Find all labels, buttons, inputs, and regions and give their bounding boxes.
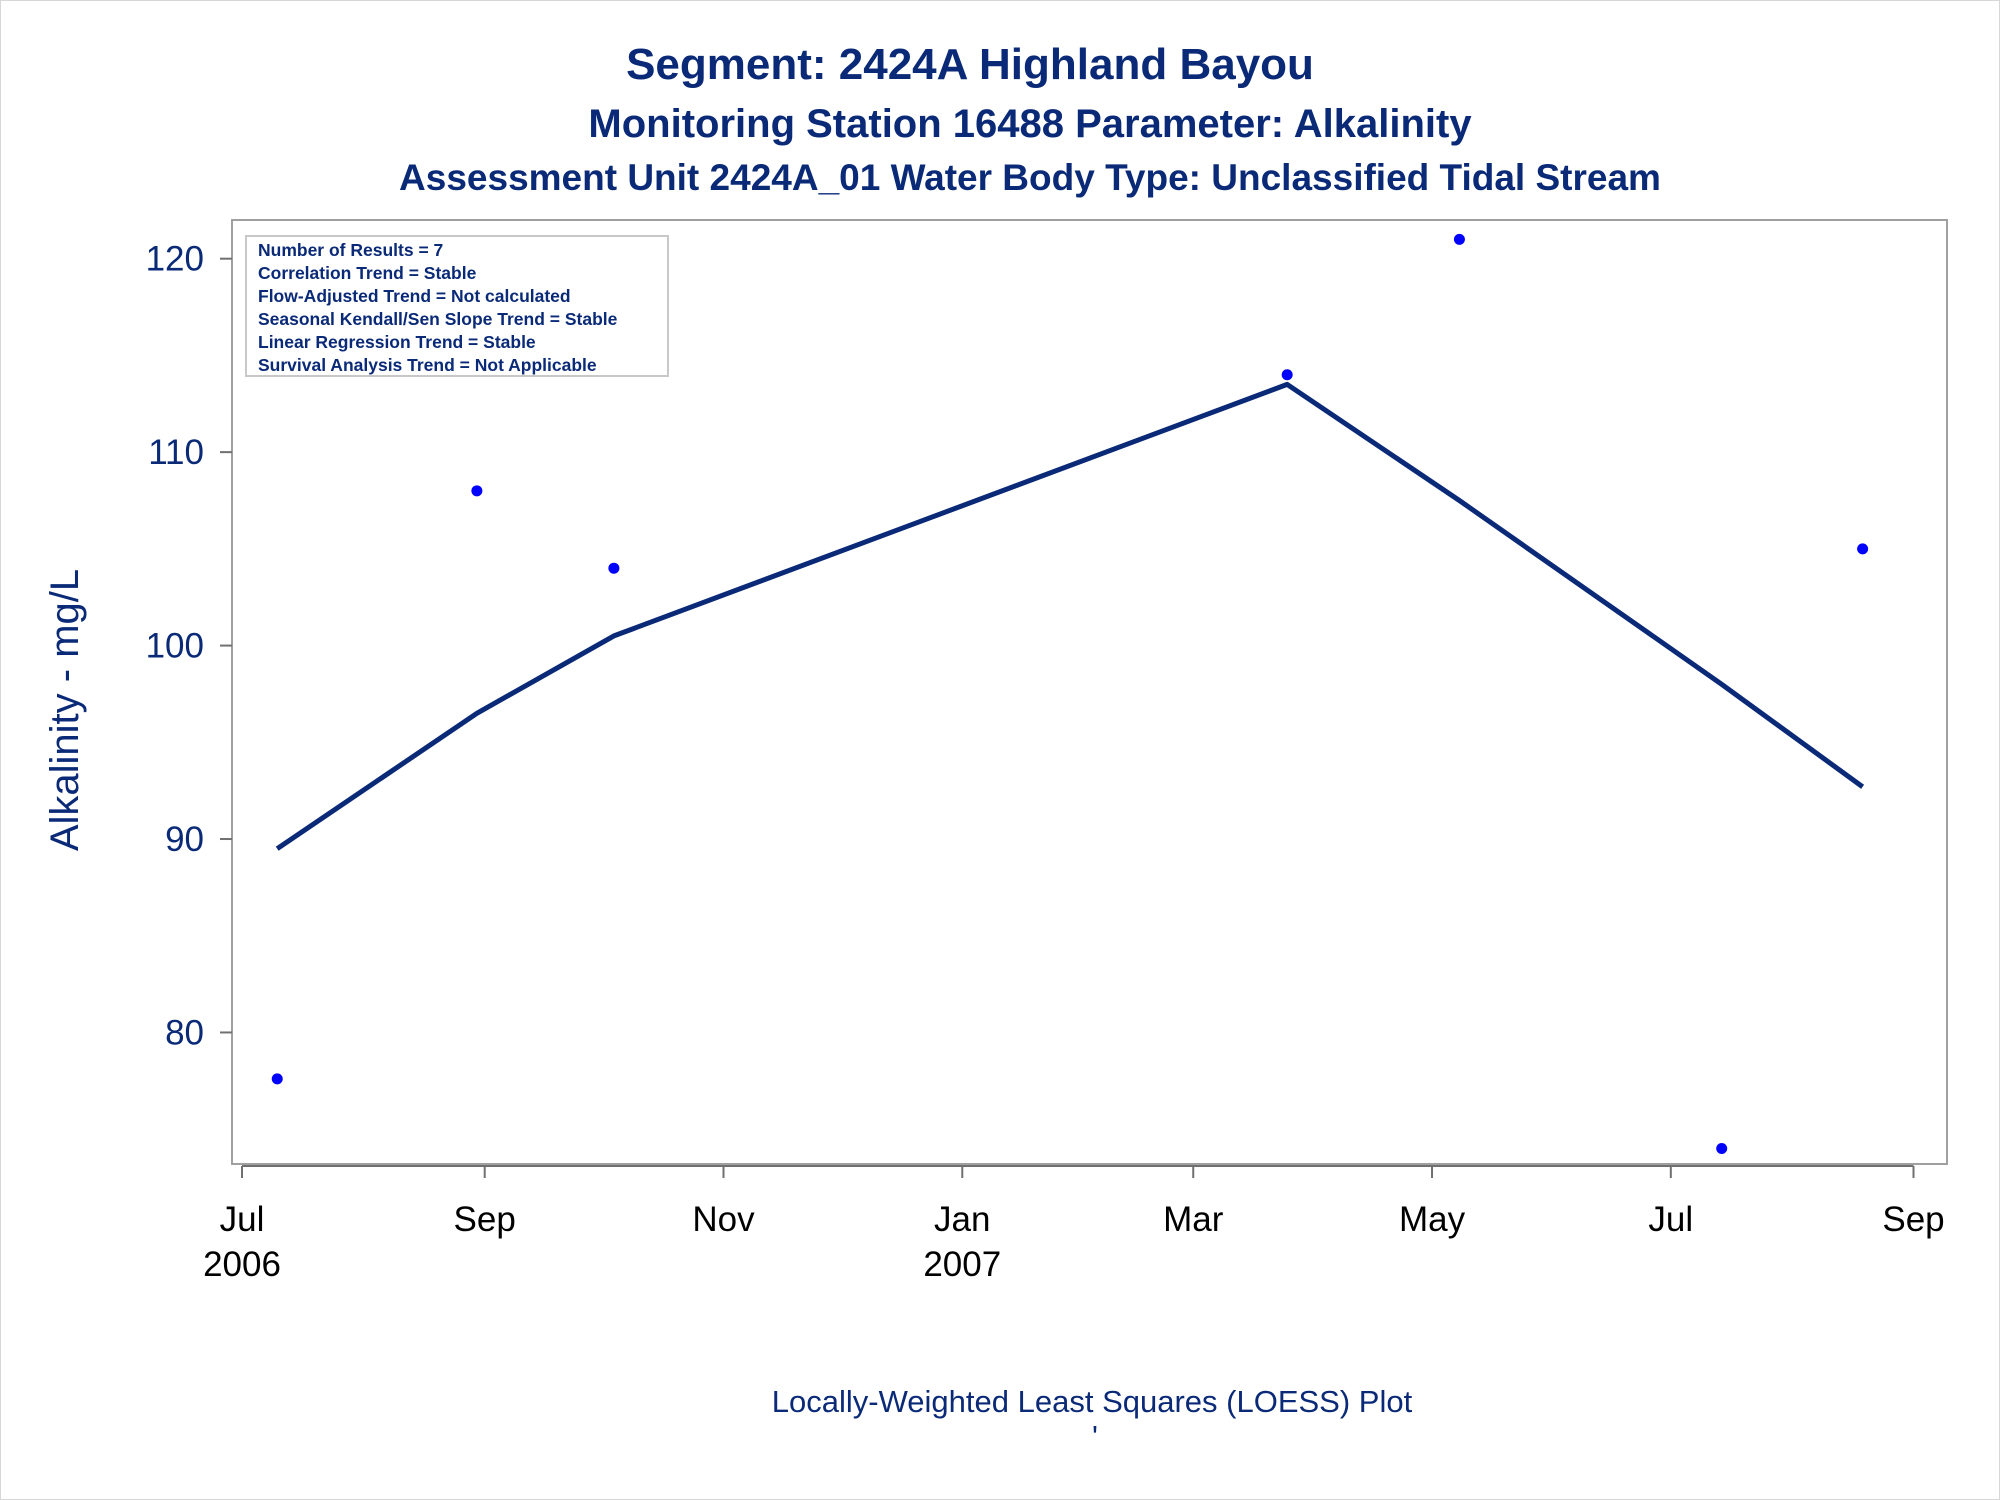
y-axis-label: Alkalinity - mg/L bbox=[43, 569, 87, 851]
x-tick-year-label: 2007 bbox=[923, 1245, 1001, 1284]
y-tick-label: 100 bbox=[146, 627, 204, 666]
y-tick-label: 110 bbox=[148, 433, 204, 472]
chart-title: Segment: 2424A Highland Bayou bbox=[626, 40, 1314, 89]
x-axis: Jul 2006 Sep Nov Jan 2007 Mar May Jul Sep bbox=[203, 1165, 1945, 1284]
chart-subtitle-2: Assessment Unit 2424A_01 Water Body Type… bbox=[399, 157, 1661, 198]
loess-line bbox=[275, 381, 1865, 851]
data-point bbox=[471, 485, 483, 497]
plot-area bbox=[231, 219, 1948, 1165]
x-tick-label: May bbox=[1399, 1200, 1466, 1239]
stats-line: Flow-Adjusted Trend = Not calculated bbox=[258, 286, 571, 306]
stats-box: Number of Results = 7 Correlation Trend … bbox=[245, 235, 669, 377]
y-tick-label: 80 bbox=[165, 1013, 204, 1052]
data-point bbox=[1857, 543, 1869, 555]
footnote-mark: ' bbox=[1092, 1419, 1098, 1454]
x-tick-label: Mar bbox=[1163, 1200, 1224, 1239]
data-point bbox=[1281, 369, 1293, 381]
x-tick-label: Sep bbox=[1882, 1200, 1944, 1239]
stats-line: Survival Analysis Trend = Not Applicable bbox=[258, 355, 597, 375]
y-tick-label: 120 bbox=[146, 240, 204, 279]
y-axis: 80 90 100 110 120 bbox=[146, 240, 232, 1052]
stats-box-border bbox=[245, 235, 669, 377]
stats-line: Number of Results = 7 bbox=[258, 240, 443, 260]
x-tick-label: Jan bbox=[934, 1200, 990, 1239]
x-tick-label: Sep bbox=[454, 1200, 516, 1239]
footnote: Locally-Weighted Least Squares (LOESS) P… bbox=[772, 1384, 1413, 1419]
x-tick-label: Jul bbox=[220, 1200, 265, 1239]
x-tick-year-label: 2006 bbox=[203, 1245, 281, 1284]
data-point bbox=[1453, 233, 1465, 245]
stats-line: Correlation Trend = Stable bbox=[258, 263, 477, 283]
chart-subtitle: Monitoring Station 16488 Parameter: Alka… bbox=[588, 102, 1472, 146]
data-point bbox=[1716, 1143, 1728, 1155]
data-point bbox=[608, 562, 620, 574]
stats-line: Seasonal Kendall/Sen Slope Trend = Stabl… bbox=[258, 309, 618, 329]
x-tick-label: Jul bbox=[1648, 1200, 1693, 1239]
x-tick-label: Nov bbox=[692, 1200, 755, 1239]
y-tick-label: 90 bbox=[165, 820, 204, 859]
stats-line: Linear Regression Trend = Stable bbox=[258, 332, 536, 352]
data-point bbox=[271, 1073, 283, 1085]
series-layer bbox=[271, 233, 1869, 1155]
